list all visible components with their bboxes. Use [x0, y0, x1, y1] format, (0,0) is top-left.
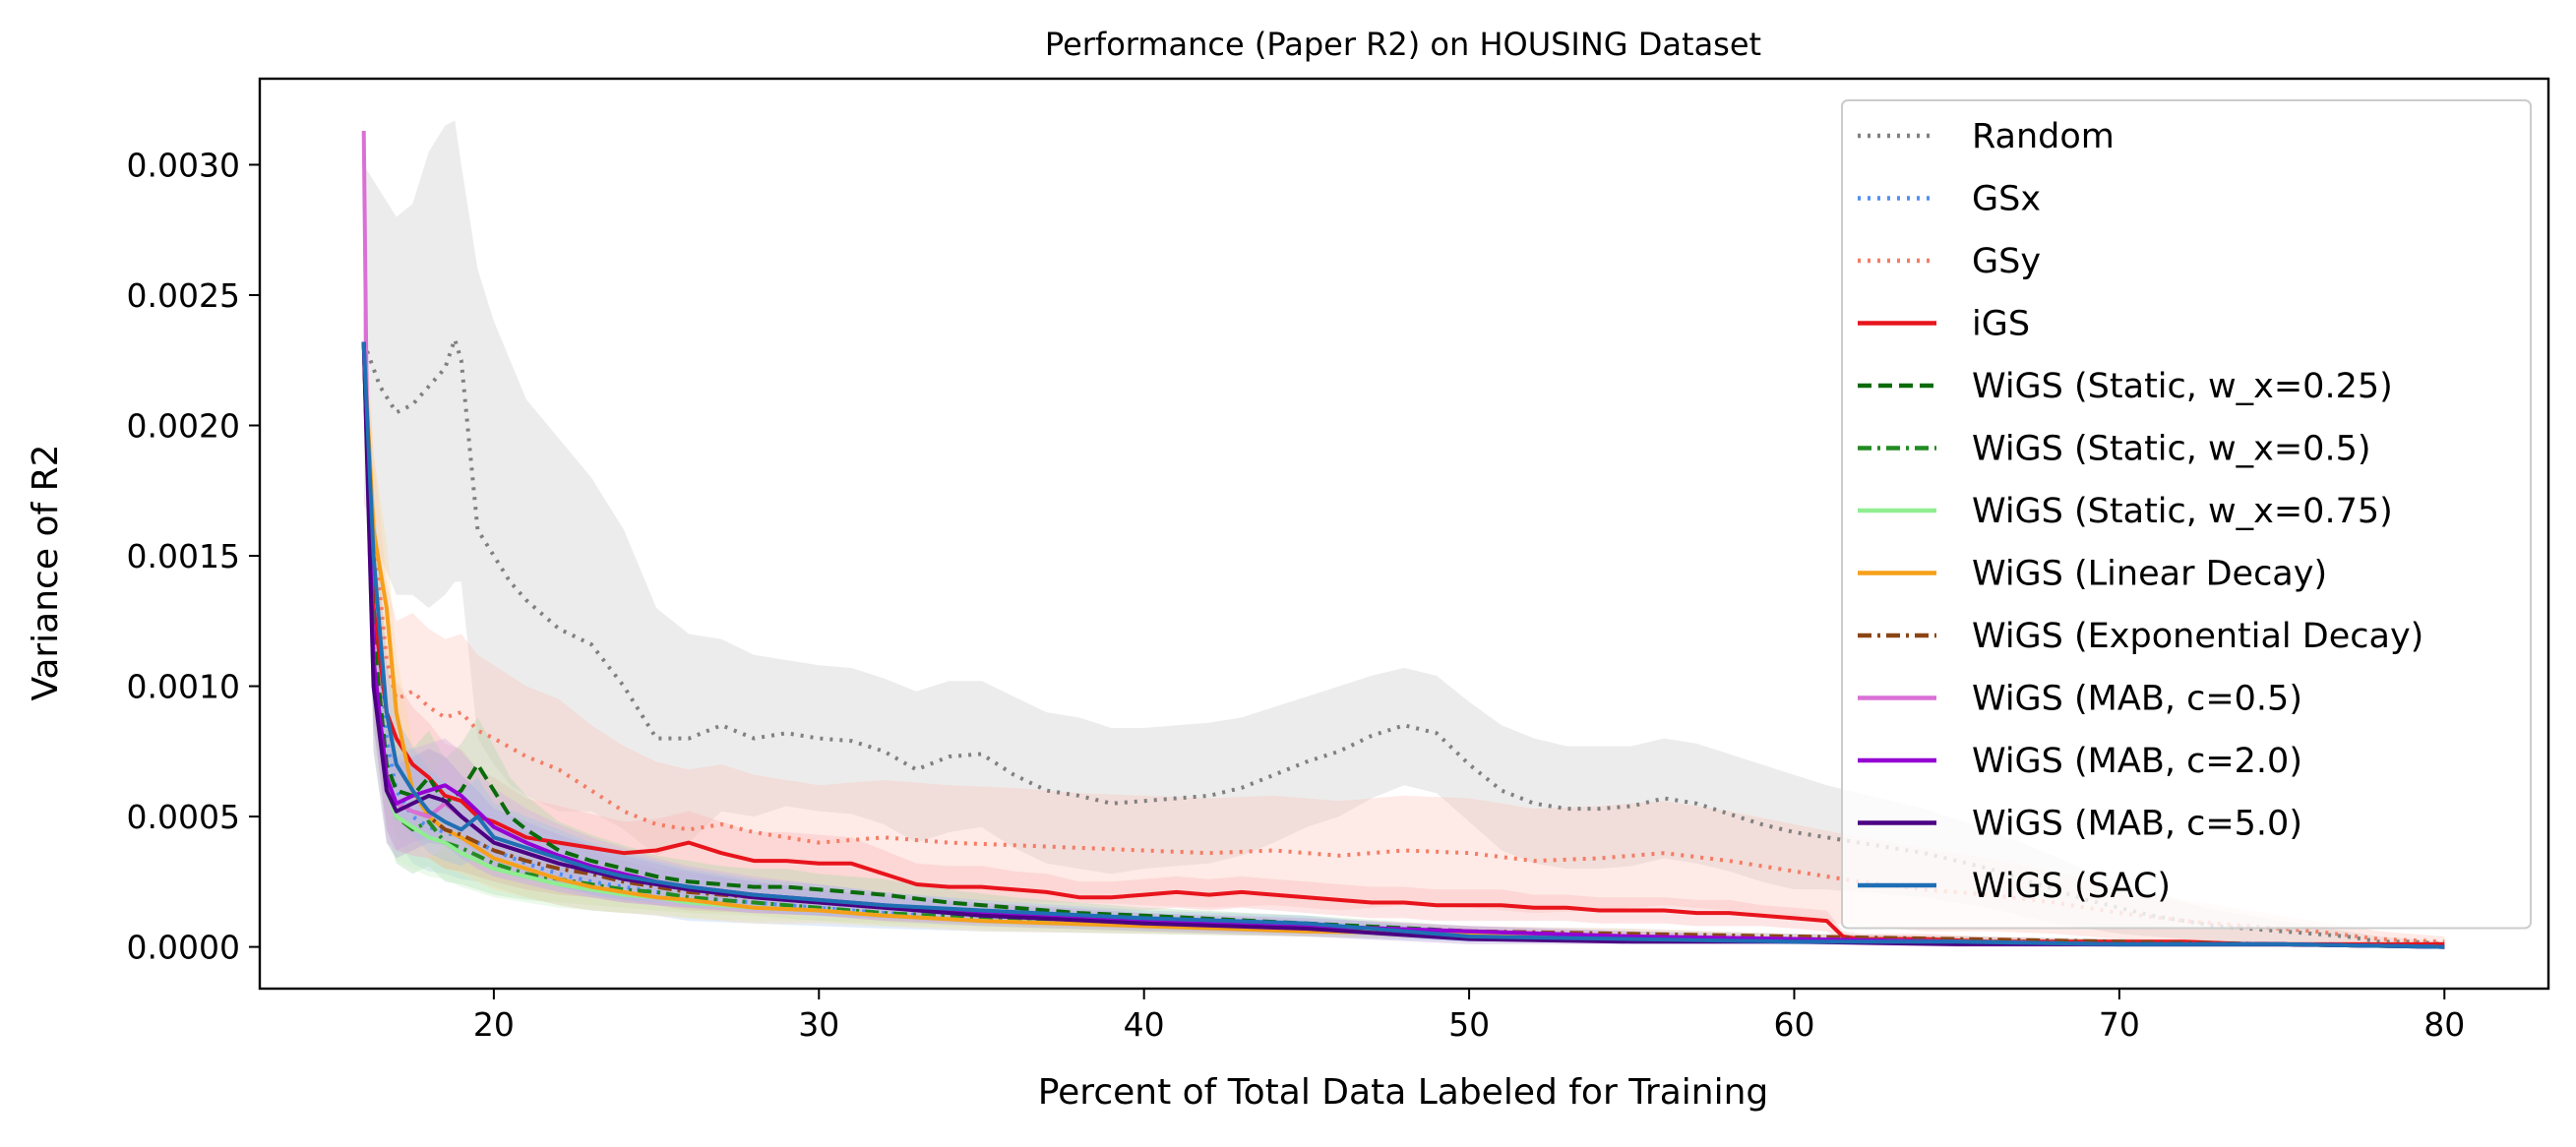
y-axis-label: Variance of R2	[26, 444, 66, 700]
band-0	[363, 120, 2445, 947]
x-tick-label: 60	[1773, 1005, 1814, 1044]
legend-label: WiGS (MAB, c=2.0)	[1972, 742, 2302, 781]
x-axis-label: Percent of Total Data Labeled for Traini…	[1038, 1072, 1769, 1113]
band-1	[363, 321, 2445, 947]
legend-label: WiGS (Static, w_x=0.25)	[1972, 367, 2393, 406]
x-tick-label: 40	[1124, 1005, 1165, 1044]
legend-label: WiGS (MAB, c=5.0)	[1972, 805, 2302, 844]
legend-label: Random	[1972, 117, 2115, 156]
legend-label: iGS	[1972, 305, 2030, 344]
legend-label: GSy	[1972, 242, 2041, 281]
series-line-3	[361, 341, 2445, 946]
y-tick-label: 0.0005	[127, 798, 240, 836]
chart-title: Performance (Paper R2) on HOUSING Datase…	[1045, 26, 1761, 63]
legend-label: WiGS (SAC)	[1972, 867, 2171, 906]
plot-frame	[258, 77, 2550, 991]
legend-label: WiGS (Static, w_x=0.75)	[1972, 492, 2393, 531]
x-tick-label: 30	[798, 1005, 839, 1044]
y-tick-label: 0.0000	[127, 929, 240, 967]
series-line-12	[361, 341, 2445, 949]
y-tick-label: 0.0030	[127, 146, 240, 184]
series-line-5	[361, 341, 2445, 949]
band-2	[363, 295, 2445, 947]
series-line-0	[361, 337, 2445, 946]
legend-label: WiGS (Exponential Decay)	[1972, 617, 2423, 656]
legend-label: WiGS (MAB, c=0.5)	[1972, 680, 2302, 719]
legend: Random GSx GSy iGS WiGS (Static, w_x=0.25) Wi…	[1841, 99, 2532, 930]
legend-label: WiGS (Linear Decay)	[1972, 555, 2327, 594]
x-tick-label: 80	[2423, 1005, 2465, 1044]
legend-label: GSx	[1972, 180, 2041, 219]
y-tick-label: 0.0010	[127, 668, 240, 706]
x-tick-label: 70	[2099, 1005, 2140, 1044]
series-line-1	[361, 341, 2445, 949]
legend-label: WiGS (Static, w_x=0.5)	[1972, 430, 2371, 469]
series-lines	[361, 130, 2445, 949]
y-tick-label: 0.0015	[127, 537, 240, 575]
y-tick-label: 0.0025	[127, 276, 240, 315]
legend-box	[1841, 99, 2532, 930]
y-tick-label: 0.0020	[127, 407, 240, 446]
x-tick-label: 20	[473, 1005, 515, 1044]
y-axis: 0.0000 0.0005 0.0010 0.0015 0.0020 0.0025 0.00…	[127, 146, 260, 967]
x-axis: 20 30 40 50 60 70 80	[473, 989, 2465, 1044]
x-tick-label: 50	[1448, 1005, 1490, 1044]
